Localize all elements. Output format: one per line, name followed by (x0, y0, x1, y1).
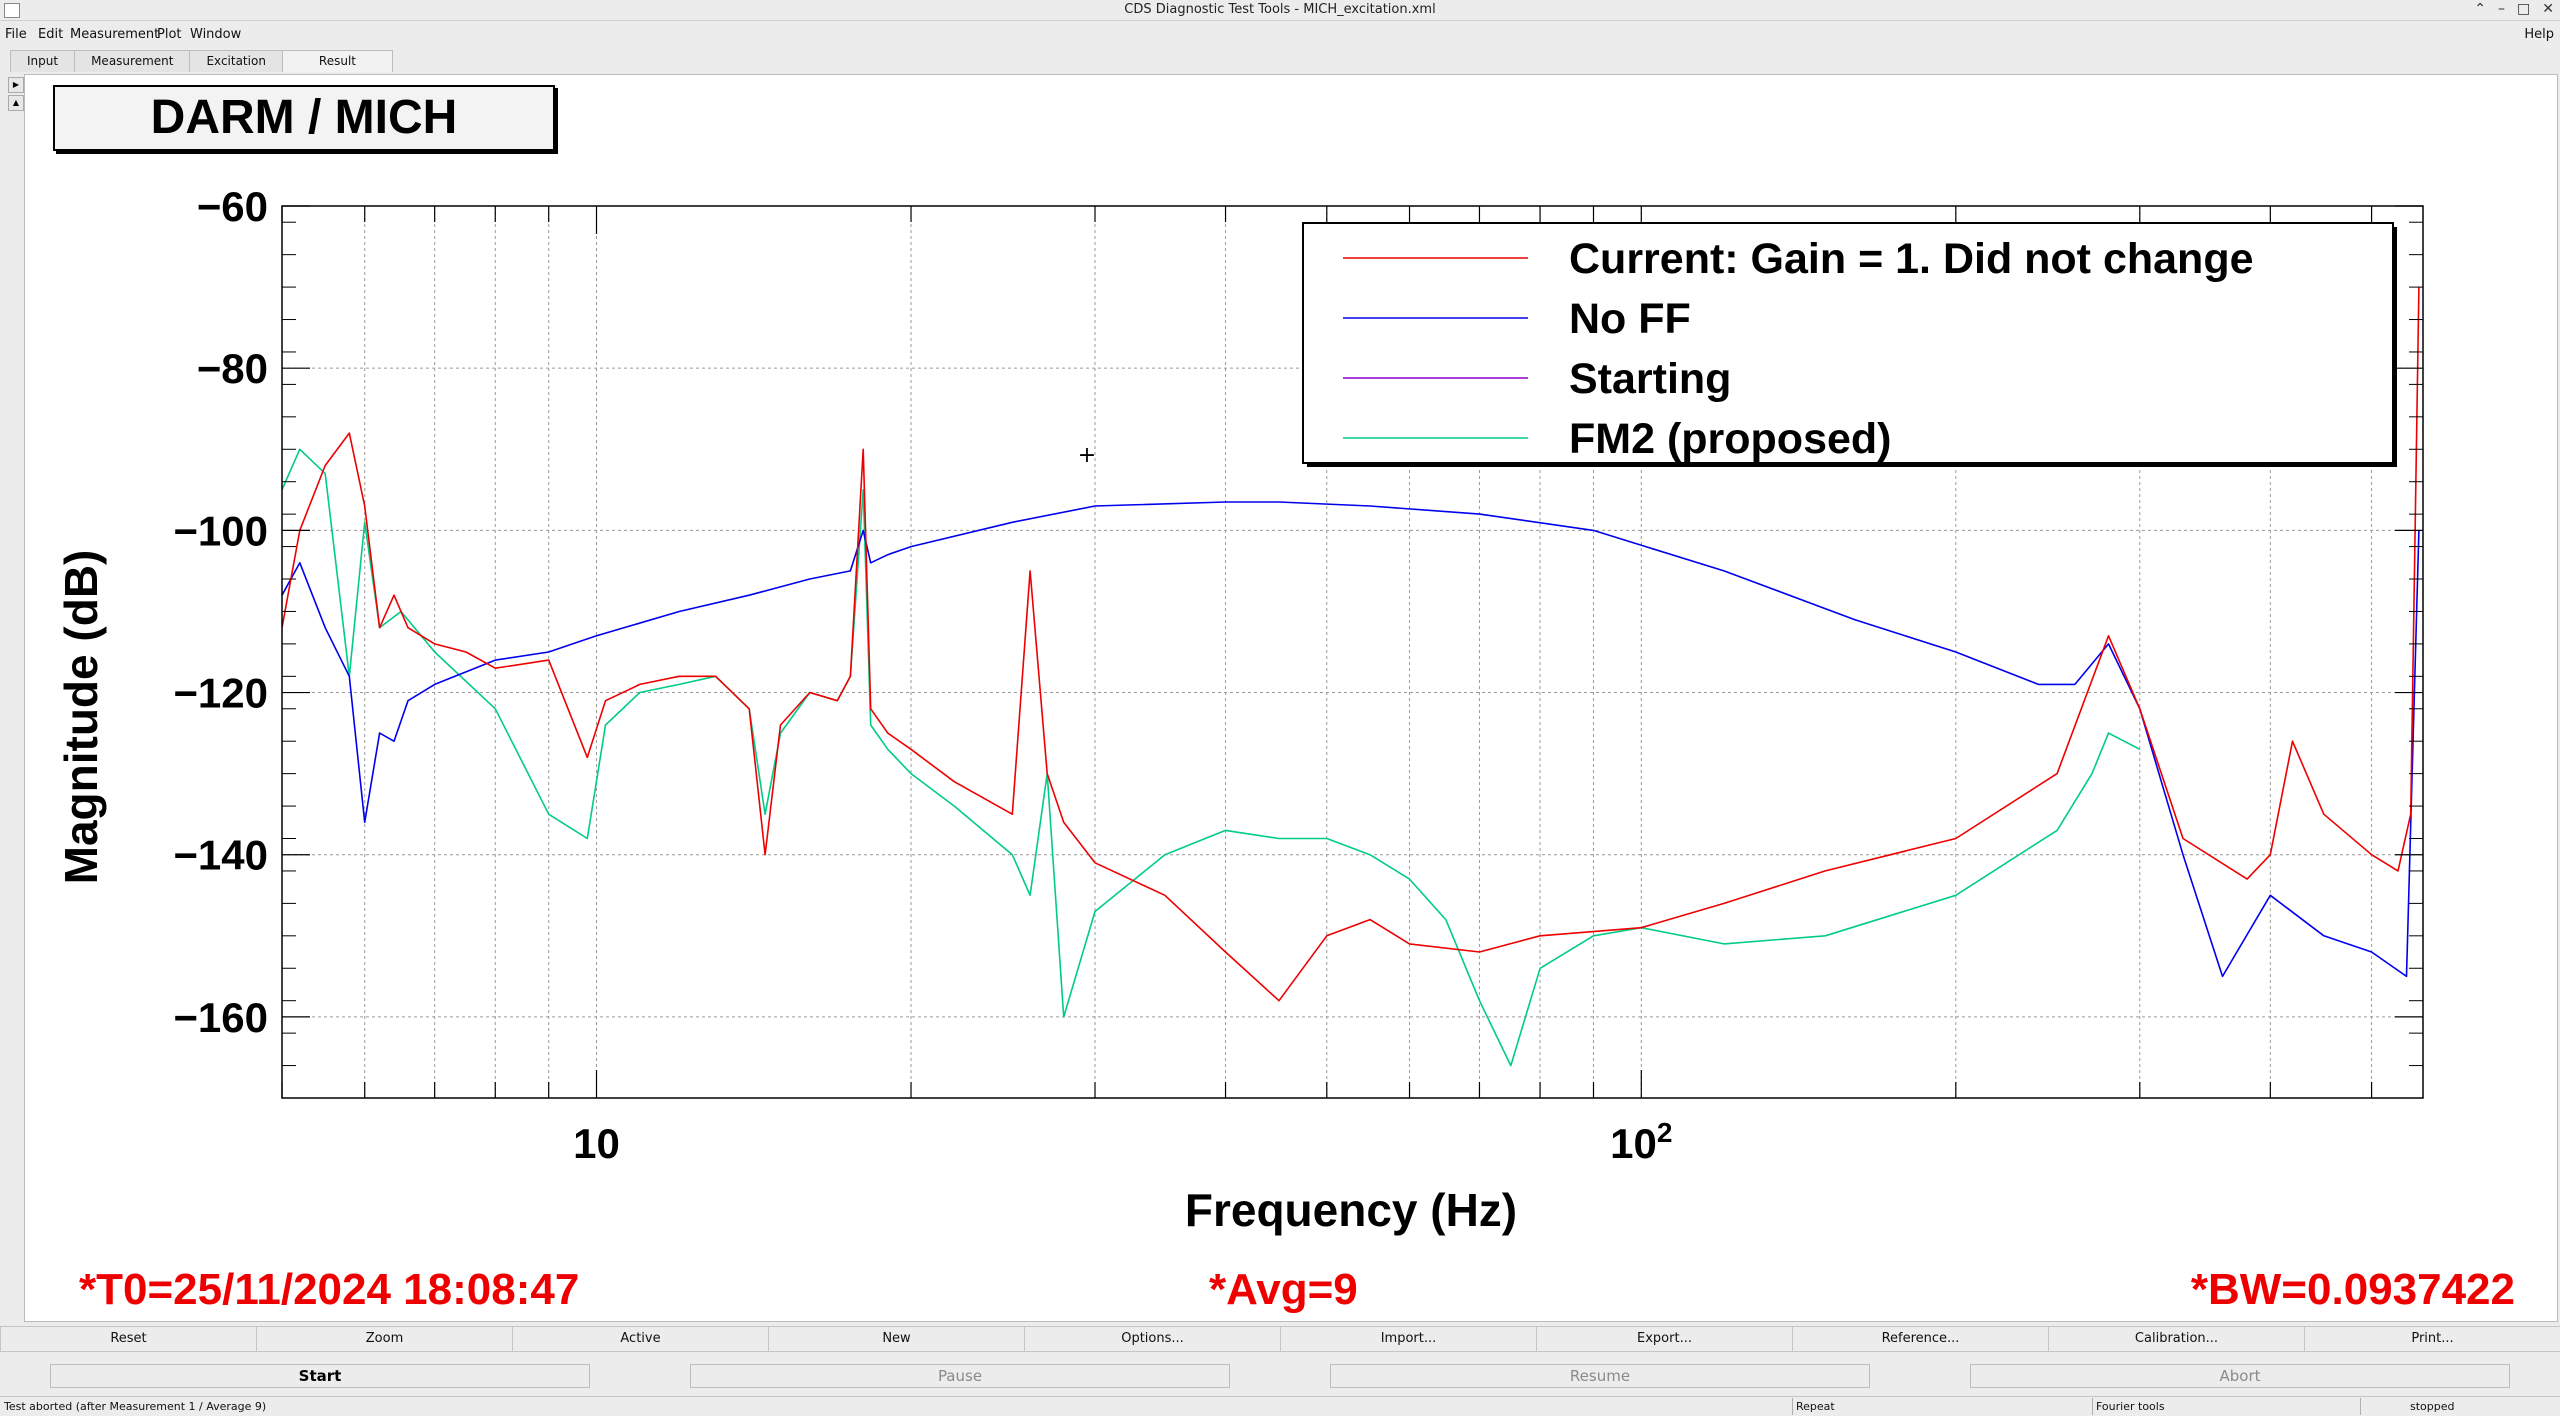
legend-label-1: Current: Gain = 1. Did not change (1569, 235, 2254, 283)
y-tick-label: −100 (173, 507, 268, 554)
legend-box (1302, 222, 2394, 464)
series-line-2 (282, 501, 2420, 978)
control-row: Start Pause Resume Abort (0, 1364, 2560, 1392)
x-tick-label: 10 (573, 1120, 620, 1167)
close-icon[interactable]: ✕ (2542, 1, 2554, 17)
chart-frame (281, 205, 2424, 1099)
tab-bar: Input Measurement Excitation Result (10, 50, 393, 74)
menu-plot[interactable]: Plot (157, 27, 182, 42)
abort-button[interactable]: Abort (1970, 1364, 2510, 1388)
zoom-button[interactable]: Zoom (256, 1326, 513, 1352)
title-bar: CDS Diagnostic Test Tools - MICH_excitat… (0, 0, 2560, 21)
status-message: Test aborted (after Measurement 1 / Aver… (4, 1400, 267, 1413)
status-divider (1792, 1398, 1793, 1415)
window-title: CDS Diagnostic Test Tools - MICH_excitat… (1124, 2, 1436, 17)
status-divider (2092, 1398, 2093, 1415)
plot-canvas[interactable]: −60 −80 −100 −120 −140 −160 10 102 Frequency (H… (24, 74, 2558, 1322)
legend-label-4: FM2 (proposed) (1569, 415, 1891, 463)
plot-title[interactable]: DARM / MICH (53, 85, 555, 151)
y-tick-label: −80 (197, 345, 268, 392)
y-tick-label: −60 (197, 183, 268, 230)
avg-label: *Avg=9 (1209, 1265, 1358, 1314)
bw-label: *BW=0.0937422 (2190, 1265, 2515, 1314)
maximize-icon[interactable]: □ (2517, 1, 2531, 17)
resume-button[interactable]: Resume (1330, 1364, 1870, 1388)
chart-legend[interactable]: Current: Gain = 1. Did not change No FF St… (1302, 222, 2397, 467)
shade-icon[interactable]: ⌃ (2474, 1, 2487, 17)
active-button[interactable]: Active (512, 1326, 769, 1352)
reference-button[interactable]: Reference... (1792, 1326, 2049, 1352)
plot-toolbar: Reset Zoom Active New Options... Import.… (0, 1326, 2560, 1352)
status-repeat: Repeat (1796, 1400, 1835, 1413)
new-button[interactable]: New (768, 1326, 1025, 1352)
reset-button[interactable]: Reset (0, 1326, 257, 1352)
y-tick-label: −160 (173, 994, 268, 1041)
calibration-button[interactable]: Calibration... (2048, 1326, 2305, 1352)
x-tick-label: 102 (1610, 1117, 1672, 1167)
print-button[interactable]: Print... (2304, 1326, 2560, 1352)
series-line-1 (282, 287, 2420, 1002)
legend-label-2: No FF (1569, 295, 1691, 343)
pause-button[interactable]: Pause (690, 1364, 1230, 1388)
chart-svg[interactable]: −60 −80 −100 −120 −140 −160 10 102 Frequency (H… (25, 75, 2557, 1321)
t0-label: *T0=25/11/2024 18:08:47 (79, 1265, 580, 1314)
status-bar: Test aborted (after Measurement 1 / Aver… (0, 1396, 2560, 1416)
expand-right-icon[interactable]: ▶ (8, 77, 24, 93)
minimize-icon[interactable]: – (2498, 1, 2506, 17)
tab-result[interactable]: Result (281, 50, 393, 72)
menu-bar: File Edit Measurement Plot Window Help (0, 22, 2560, 48)
y-axis-label: Magnitude (dB) (55, 550, 107, 885)
menu-edit[interactable]: Edit (38, 27, 64, 42)
plot-frame (281, 205, 2424, 1099)
menu-measurement[interactable]: Measurement (70, 27, 160, 42)
menu-window[interactable]: Window (190, 27, 242, 42)
status-state: stopped (2410, 1400, 2455, 1413)
import-button[interactable]: Import... (1280, 1326, 1537, 1352)
y-tick-label: −120 (173, 670, 268, 717)
status-tools: Fourier tools (2096, 1400, 2165, 1413)
x-tick-exponent: 2 (1657, 1117, 1673, 1148)
chart-series (282, 287, 2420, 1067)
app-icon (4, 3, 20, 18)
expand-up-icon[interactable]: ▲ (8, 95, 24, 111)
menu-file[interactable]: File (5, 27, 27, 42)
tab-excitation[interactable]: Excitation (189, 50, 283, 72)
crosshair-cursor-icon: + (1078, 443, 1096, 468)
tab-input[interactable]: Input (10, 50, 76, 72)
series-line-4 (282, 448, 2141, 1067)
chart-tick-labels: −60 −80 −100 −120 −140 −160 10 102 (173, 183, 1672, 1167)
legend-label-3: Starting (1569, 355, 1731, 403)
status-divider (2360, 1398, 2361, 1415)
y-tick-label: −140 (173, 832, 268, 879)
x-axis-label: Frequency (Hz) (1185, 1184, 1517, 1236)
tab-measurement[interactable]: Measurement (74, 50, 191, 72)
export-button[interactable]: Export... (1536, 1326, 1793, 1352)
start-button[interactable]: Start (50, 1364, 590, 1388)
menu-help[interactable]: Help (2524, 27, 2554, 42)
options-button[interactable]: Options... (1024, 1326, 1281, 1352)
